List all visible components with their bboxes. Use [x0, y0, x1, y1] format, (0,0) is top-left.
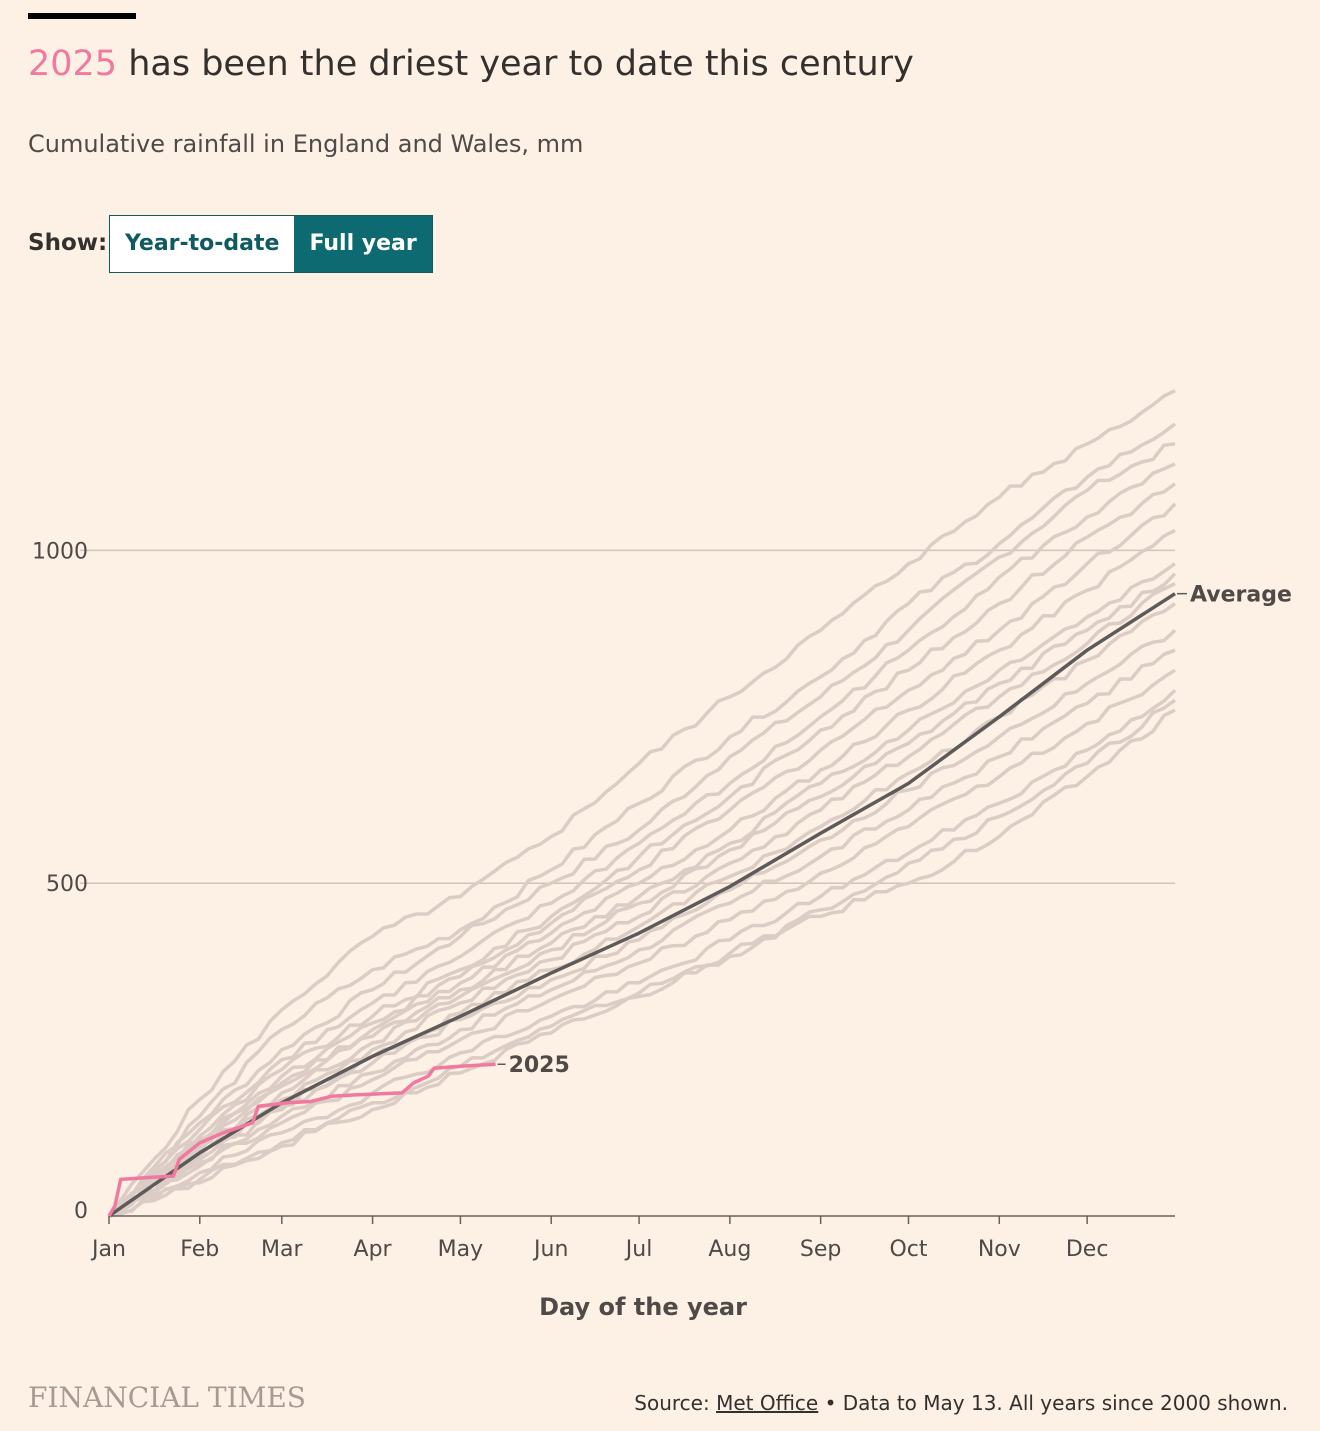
source-detail: • Data to May 13. All years since 2000 s… [824, 1391, 1288, 1415]
financial-times-logo: FINANCIAL TIMES [28, 1381, 306, 1414]
year-lines [107, 389, 1177, 1218]
year-line-17 [108, 708, 1176, 1218]
title-highlight-year: 2025 [28, 44, 118, 84]
x-tick-label-aug: Aug [708, 1237, 751, 1262]
x-tick-label-sep: Sep [800, 1237, 841, 1262]
source-note: Source: Met Office • Data to May 13. All… [634, 1391, 1288, 1415]
year-line-11 [107, 582, 1176, 1218]
year-line-9 [108, 562, 1177, 1218]
source-prefix: Source: [634, 1391, 710, 1415]
source-link-met-office[interactable]: Met Office [716, 1391, 819, 1415]
full-year-button[interactable]: Full year [294, 216, 432, 272]
year-to-date-button[interactable]: Year-to-date [110, 216, 295, 272]
highlight-line-2025 [107, 1062, 496, 1217]
x-tick-label-jan: Jan [90, 1237, 126, 1262]
x-tick-label-jun: Jun [532, 1237, 568, 1262]
rainfall-chart: 0 500 1000 Jan Feb Mar Apr May Jun Jul Aug Sep Oct N… [32, 389, 1292, 1321]
year-line-5 [107, 462, 1176, 1218]
chart-subtitle: Cumulative rainfall in England and Wales… [28, 130, 584, 158]
x-tick-label-may: May [438, 1237, 483, 1262]
x-axis: Jan Feb Mar Apr May Jun Jul Aug Sep Oct Nov Dec [90, 1215, 1175, 1262]
x-tick-label-oct: Oct [889, 1237, 927, 1262]
x-tick-label-nov: Nov [978, 1237, 1021, 1262]
year-line-18 [108, 698, 1177, 1218]
year-line-16 [108, 688, 1177, 1218]
x-tick-label-jul: Jul [624, 1237, 653, 1262]
year-line-15 [107, 668, 1176, 1218]
y-tick-label-0: 0 [74, 1199, 88, 1224]
year-line-4 [107, 442, 1176, 1218]
view-toggle: Year-to-date Full year [109, 215, 433, 273]
average-label: Average [1190, 583, 1292, 608]
highlight-lines: Average 2025 [107, 583, 1292, 1218]
chart-title: 2025 has been the driest year to date th… [28, 40, 914, 88]
y-tick-label-500: 500 [46, 872, 88, 897]
year-line-7 [107, 502, 1177, 1218]
year-line-3 [107, 422, 1177, 1218]
title-text: has been the driest year to date this ce… [128, 44, 914, 84]
y-tick-label-1000: 1000 [32, 539, 88, 564]
top-accent-bar [28, 13, 136, 19]
year-line-2 [107, 389, 1176, 1218]
x-tick-label-feb: Feb [180, 1237, 219, 1262]
year-line-6 [107, 482, 1177, 1218]
highlight-label-2025: 2025 [509, 1053, 570, 1078]
x-tick-label-mar: Mar [261, 1237, 303, 1262]
year-line-14 [108, 648, 1176, 1218]
show-label: Show: [28, 230, 108, 256]
year-line-8 [108, 528, 1176, 1218]
year-line-10 [107, 572, 1177, 1218]
x-tick-label-dec: Dec [1066, 1237, 1109, 1262]
x-axis-title: Day of the year [539, 1293, 747, 1321]
x-tick-label-apr: Apr [354, 1237, 393, 1262]
